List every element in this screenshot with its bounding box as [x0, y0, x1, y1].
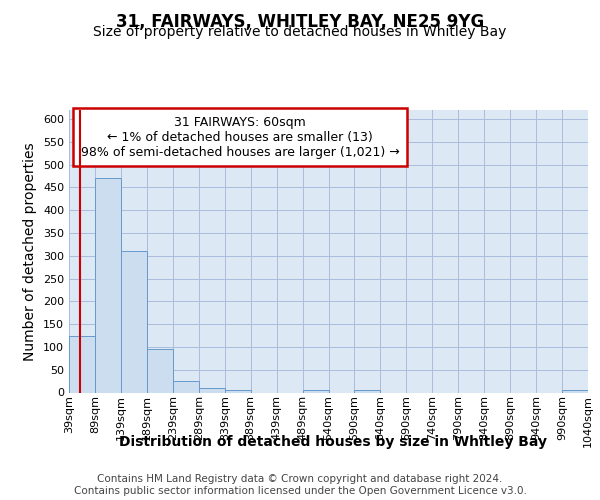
Bar	[562, 390, 588, 392]
Y-axis label: Number of detached properties: Number of detached properties	[23, 142, 37, 360]
Text: Contains HM Land Registry data © Crown copyright and database right 2024.: Contains HM Land Registry data © Crown c…	[97, 474, 503, 484]
Text: 31 FAIRWAYS: 60sqm
← 1% of detached houses are smaller (13)
98% of semi-detached: 31 FAIRWAYS: 60sqm ← 1% of detached hous…	[81, 116, 400, 158]
Text: Size of property relative to detached houses in Whitley Bay: Size of property relative to detached ho…	[94, 25, 506, 39]
Bar	[121, 252, 147, 392]
Bar	[173, 381, 199, 392]
Bar	[225, 390, 251, 392]
Text: Contains public sector information licensed under the Open Government Licence v3: Contains public sector information licen…	[74, 486, 526, 496]
Bar	[199, 388, 224, 392]
Bar	[302, 390, 329, 392]
Bar	[69, 336, 95, 392]
Bar	[147, 349, 173, 393]
Bar	[95, 178, 121, 392]
Bar	[355, 390, 380, 392]
Text: Distribution of detached houses by size in Whitley Bay: Distribution of detached houses by size …	[119, 435, 547, 449]
Text: 31, FAIRWAYS, WHITLEY BAY, NE25 9YG: 31, FAIRWAYS, WHITLEY BAY, NE25 9YG	[116, 12, 484, 30]
